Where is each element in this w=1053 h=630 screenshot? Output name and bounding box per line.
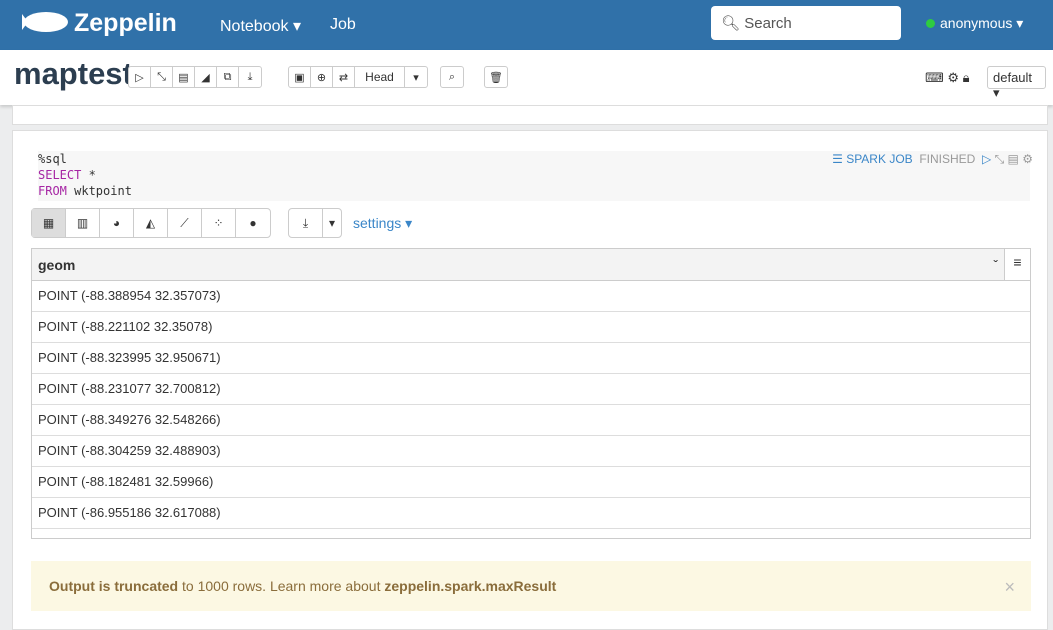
- area-chart-icon[interactable]: ◭: [134, 209, 168, 237]
- search-icon: ⌕: [448, 70, 456, 83]
- version-icon[interactable]: ▣: [289, 67, 311, 87]
- table-row: POINT (-88.221102 32.35078): [32, 312, 1030, 343]
- delete-button[interactable]: 🗑︎: [484, 66, 508, 88]
- hide-code-icon[interactable]: ⤡: [151, 67, 173, 87]
- map-icon[interactable]: ●: [249, 216, 257, 230]
- column-header[interactable]: geom ˇ ≡: [32, 249, 1030, 281]
- sort-icon[interactable]: ˇ: [993, 257, 998, 273]
- download-icon[interactable]: ⤓: [289, 209, 323, 237]
- code-line: %sql: [38, 152, 67, 166]
- status-label: FINISHED: [919, 152, 976, 166]
- table-row: [32, 529, 1030, 538]
- notebook-header: maptest ▷ ⤡ ▤ ◢ ⧉ ⤓ ▣ ⊕ ⇄ Head ▾ ⌕ 🗑︎ ⌨ ⚙ 🔒︎ defa…: [0, 50, 1053, 105]
- version-actions: ▣ ⊕ ⇄ Head ▾: [288, 66, 428, 88]
- spark-job-link[interactable]: ☰ SPARK JOB: [832, 152, 913, 166]
- notebook-menu[interactable]: Notebook ▾: [220, 18, 301, 35]
- clone-icon[interactable]: ⧉: [217, 67, 239, 87]
- code-text: *: [81, 168, 96, 182]
- visualization-selector: ▦ ▥ ◕ ◭ ⟋ ⁘ ●: [31, 208, 271, 238]
- hide-editor-icon[interactable]: ⤡: [994, 152, 1005, 166]
- settings-label: settings: [353, 215, 402, 231]
- paragraph-status: ☰ SPARK JOB FINISHED ▷ ⤡ ▤ ⚙: [832, 152, 1033, 167]
- code-line: FROM wktpoint: [38, 183, 1030, 199]
- chevron-down-icon[interactable]: ▾: [413, 71, 419, 84]
- spark-job-label: SPARK JOB: [846, 152, 913, 166]
- column-label: geom: [38, 257, 76, 273]
- notebook-label: Notebook: [220, 18, 289, 35]
- run-icon[interactable]: ▷: [982, 152, 992, 166]
- search-placeholder: Search: [744, 15, 792, 32]
- grid-menu-icon[interactable]: ≡: [1004, 249, 1030, 280]
- table-icon[interactable]: ▦: [32, 209, 66, 237]
- alert-property: zeppelin.spark.maxResult: [384, 578, 557, 594]
- table-row: POINT (-88.182481 32.59966): [32, 467, 1030, 498]
- table-row: POINT (-88.231077 32.700812): [32, 374, 1030, 405]
- gear-icon[interactable]: ⚙: [1022, 152, 1033, 166]
- brand[interactable]: Zeppelin: [74, 9, 177, 37]
- scatter-chart-icon[interactable]: ⁘: [202, 209, 236, 237]
- trash-icon: 🗑︎: [489, 71, 503, 84]
- status-dot-icon: [926, 19, 935, 28]
- search-code-button[interactable]: ⌕: [440, 66, 464, 88]
- gear-icon[interactable]: ⚙: [947, 70, 960, 85]
- table-row: POINT (-88.304259 32.488903): [32, 436, 1030, 467]
- keyword: FROM: [38, 184, 67, 198]
- clear-output-icon[interactable]: ◢: [195, 67, 217, 87]
- chevron-down-icon[interactable]: ▾: [328, 216, 336, 230]
- navbar: Zeppelin Notebook ▾ Job 🔍︎ Search anonym…: [0, 0, 1053, 50]
- close-icon[interactable]: ×: [1004, 577, 1015, 597]
- keyword: SELECT: [38, 168, 82, 182]
- search-input[interactable]: 🔍︎ Search: [711, 6, 901, 40]
- bar-chart-icon[interactable]: ▥: [66, 209, 100, 237]
- zeppelin-logo-icon[interactable]: [20, 8, 70, 38]
- compare-icon[interactable]: ⇄: [333, 67, 355, 87]
- interpreter-value: default: [993, 70, 1033, 85]
- table-row: POINT (-88.323995 32.950671): [32, 343, 1030, 374]
- lock-icon[interactable]: 🔒︎: [962, 70, 970, 85]
- pie-chart-icon[interactable]: ◕: [100, 209, 134, 237]
- run-all-icon[interactable]: ▷: [129, 67, 151, 87]
- hide-output-icon[interactable]: ▤: [173, 67, 195, 87]
- keyboard-icon[interactable]: ⌨: [925, 70, 944, 85]
- code-text: wktpoint: [66, 184, 132, 198]
- code-editor[interactable]: %sql SELECT * FROM wktpoint: [38, 151, 1030, 201]
- code-line: SELECT *: [38, 167, 1030, 183]
- page-title: maptest: [14, 56, 133, 91]
- previous-paragraph: [12, 105, 1048, 125]
- paragraph: [12, 130, 1048, 630]
- interpreter-select[interactable]: default ▾: [987, 66, 1046, 100]
- table-row: POINT (-88.388954 32.357073): [32, 281, 1030, 312]
- head-button[interactable]: Head: [355, 67, 405, 87]
- hide-output-icon[interactable]: ▤: [1007, 152, 1019, 166]
- user-menu[interactable]: anonymous ▾: [926, 15, 1023, 32]
- alert-text: to 1000 rows. Learn more about: [178, 578, 385, 594]
- alert-bold: Output is truncated: [49, 578, 179, 594]
- export-icon[interactable]: ⤓: [247, 70, 253, 83]
- table-row: POINT (-86.955186 32.617088): [32, 498, 1030, 529]
- download-group: ⤓ ▾: [288, 208, 342, 238]
- username: anonymous: [940, 15, 1013, 31]
- job-link[interactable]: Job: [330, 16, 356, 33]
- truncation-alert: Output is truncated to 1000 rows. Learn …: [31, 561, 1031, 611]
- table-row: POINT (-88.349276 32.548266): [32, 405, 1030, 436]
- settings-toggle[interactable]: settings ▾: [353, 215, 413, 231]
- line-chart-icon[interactable]: ⟋: [168, 209, 202, 237]
- commit-icon[interactable]: ⊕: [311, 67, 333, 87]
- notebook-actions: ▷ ⤡ ▤ ◢ ⧉ ⤓: [128, 66, 262, 88]
- search-icon: 🔍︎: [721, 15, 741, 32]
- result-table: geom ˇ ≡ POINT (-88.388954 32.357073) POIN…: [31, 248, 1031, 539]
